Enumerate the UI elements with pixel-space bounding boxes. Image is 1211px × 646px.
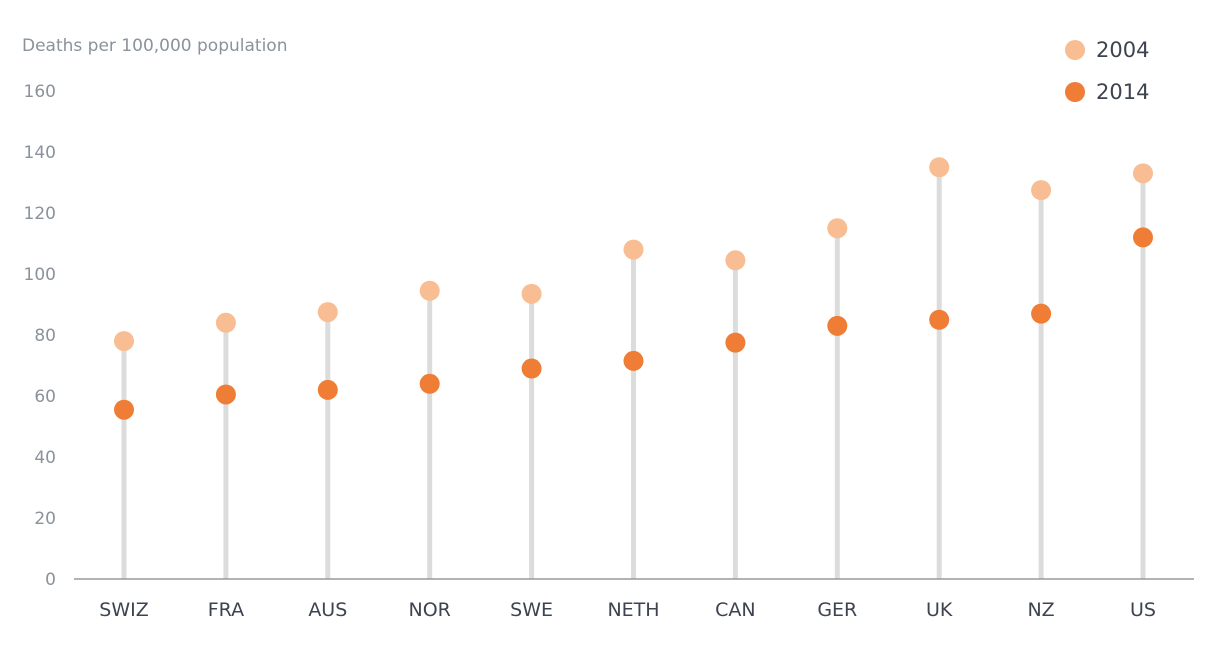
x-tick-label: SWIZ xyxy=(99,599,148,621)
legend-swatch-2004 xyxy=(1065,40,1085,60)
point-2004-swiz xyxy=(114,331,134,352)
point-2004-uk xyxy=(929,157,950,178)
y-tick-label: 60 xyxy=(34,387,56,407)
point-2004-aus xyxy=(317,302,338,323)
point-2014-fra xyxy=(215,384,236,405)
point-2014-ger xyxy=(827,315,848,336)
y-tick-label: 100 xyxy=(24,265,56,285)
legend-item-2004: 2004 xyxy=(1065,38,1149,62)
y-tick-label: 80 xyxy=(34,326,56,346)
y-tick-label: 40 xyxy=(34,448,56,468)
x-tick-label: GER xyxy=(817,599,857,621)
y-tick-label: 120 xyxy=(24,204,56,224)
point-2004-neth xyxy=(623,239,644,260)
x-tick-label: NETH xyxy=(607,599,659,621)
point-2014-nz xyxy=(1031,303,1052,324)
point-2014-aus xyxy=(317,379,338,400)
x-tick-label: AUS xyxy=(308,599,347,621)
x-tick-label: UK xyxy=(926,599,953,621)
point-2014-neth xyxy=(623,350,644,371)
point-2014-nor xyxy=(419,373,440,394)
y-tick-label: 0 xyxy=(45,570,56,590)
point-2004-nz xyxy=(1031,180,1052,201)
legend-item-2014: 2014 xyxy=(1065,80,1149,104)
point-2004-us xyxy=(1133,163,1153,184)
point-2014-us xyxy=(1133,227,1153,248)
x-tick-label: NOR xyxy=(409,599,451,621)
legend-swatch-2014 xyxy=(1065,82,1085,102)
y-tick-label: 140 xyxy=(24,143,56,163)
point-2004-can xyxy=(725,250,746,271)
x-tick-label: US xyxy=(1130,599,1156,621)
point-2014-uk xyxy=(929,309,950,330)
point-2014-can xyxy=(725,332,746,353)
point-2004-fra xyxy=(215,312,236,333)
x-tick-label: CAN xyxy=(715,599,755,621)
point-2014-swiz xyxy=(114,399,134,420)
y-tick-label: 20 xyxy=(34,509,56,529)
y-axis-title: Deaths per 100,000 population xyxy=(22,36,288,56)
legend-label-2014: 2014 xyxy=(1096,80,1150,104)
point-2004-nor xyxy=(419,280,440,301)
point-2014-swe xyxy=(521,358,542,379)
x-tick-label: NZ xyxy=(1027,599,1054,621)
point-2004-ger xyxy=(827,218,848,239)
x-tick-label: SWE xyxy=(510,599,553,621)
x-tick-label: FRA xyxy=(208,599,244,621)
legend-label-2004: 2004 xyxy=(1096,38,1150,62)
point-2004-swe xyxy=(521,283,542,304)
y-tick-label: 160 xyxy=(24,82,56,102)
